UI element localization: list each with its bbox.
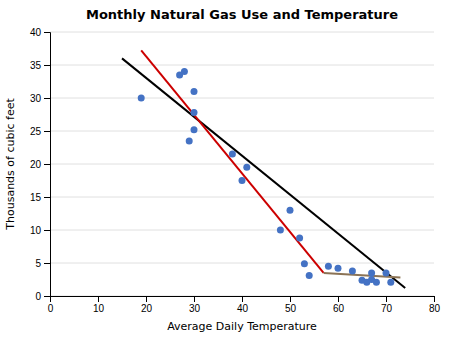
point bbox=[373, 279, 380, 286]
point bbox=[325, 263, 332, 270]
chart: 0 10 20 30 40 50 60 70 80 0 5 10 15 20 25 30 35 40 Monthly… bbox=[0, 0, 450, 338]
point bbox=[229, 151, 236, 158]
tick-label: 25 bbox=[30, 126, 42, 137]
tick: 40 bbox=[237, 296, 249, 314]
tick: 70 bbox=[381, 296, 393, 314]
tick: 80 bbox=[429, 296, 441, 314]
point bbox=[368, 269, 375, 276]
tick-mark bbox=[44, 98, 50, 99]
x-axis: 0 10 20 30 40 50 60 70 80 bbox=[48, 296, 441, 314]
grid-line bbox=[50, 164, 434, 165]
tick: 5 bbox=[35, 258, 50, 269]
point bbox=[191, 126, 198, 133]
point bbox=[306, 272, 313, 279]
tick-mark bbox=[44, 263, 50, 264]
point bbox=[296, 234, 303, 241]
point bbox=[243, 164, 250, 171]
tick-mark bbox=[338, 296, 339, 302]
tick: 40 bbox=[30, 27, 50, 38]
tick-mark bbox=[434, 296, 435, 302]
tick-label: 50 bbox=[285, 303, 297, 314]
tick-label: 5 bbox=[35, 258, 41, 269]
tick-label: 80 bbox=[429, 303, 441, 314]
line bbox=[122, 58, 405, 288]
axis-line bbox=[51, 297, 435, 303]
tick-mark bbox=[386, 296, 387, 302]
tick-label: 40 bbox=[30, 27, 42, 38]
point bbox=[383, 269, 390, 276]
tick-label: 30 bbox=[30, 93, 42, 104]
tick: 30 bbox=[189, 296, 201, 314]
tick: 30 bbox=[30, 93, 50, 104]
tick-mark bbox=[44, 65, 50, 66]
tick-mark bbox=[44, 197, 50, 198]
point bbox=[349, 267, 356, 274]
point bbox=[186, 137, 193, 144]
point bbox=[239, 177, 246, 184]
point bbox=[301, 260, 308, 267]
tick-mark bbox=[44, 230, 50, 231]
grid bbox=[50, 32, 434, 296]
tick-mark bbox=[44, 296, 50, 297]
tick-mark bbox=[194, 296, 195, 302]
tick: 35 bbox=[30, 60, 50, 71]
tick-mark bbox=[242, 296, 243, 302]
tick-mark bbox=[44, 32, 50, 33]
point bbox=[181, 68, 188, 75]
point bbox=[277, 227, 284, 234]
tick: 20 bbox=[141, 296, 153, 314]
tick-mark bbox=[146, 296, 147, 302]
point bbox=[287, 207, 294, 214]
line bbox=[141, 50, 323, 272]
axis-line bbox=[44, 33, 51, 297]
tick: 10 bbox=[93, 296, 105, 314]
tick-label: 10 bbox=[93, 303, 105, 314]
point bbox=[191, 109, 198, 116]
tick: 50 bbox=[285, 296, 297, 314]
tick: 20 bbox=[30, 159, 50, 170]
grid-line bbox=[50, 98, 434, 99]
tick-label: 30 bbox=[189, 303, 201, 314]
tick-label: 10 bbox=[30, 225, 42, 236]
marks bbox=[122, 50, 405, 288]
grid-line bbox=[50, 65, 434, 66]
plot: 0 10 20 30 40 50 60 70 80 0 5 10 15 20 25 30 35 40 bbox=[30, 27, 441, 314]
point bbox=[191, 88, 198, 95]
tick-label: 15 bbox=[30, 192, 42, 203]
tick: 25 bbox=[30, 126, 50, 137]
tick-label: 0 bbox=[48, 303, 54, 314]
tick-label: 20 bbox=[141, 303, 153, 314]
tick-label: 20 bbox=[30, 159, 42, 170]
tick-label: 60 bbox=[333, 303, 345, 314]
tick-mark bbox=[44, 164, 50, 165]
grid-line bbox=[50, 131, 434, 132]
grid-line bbox=[50, 32, 434, 33]
y-axis-title: Thousands of cubic feet bbox=[4, 98, 17, 231]
tick-label: 35 bbox=[30, 60, 42, 71]
y-axis: 0 5 10 15 20 25 30 35 40 bbox=[30, 27, 51, 302]
tick-mark bbox=[290, 296, 291, 302]
grid-line bbox=[50, 230, 434, 231]
tick-mark bbox=[98, 296, 99, 302]
tick: 0 bbox=[35, 291, 50, 302]
tick-label: 0 bbox=[35, 291, 41, 302]
tick-label: 70 bbox=[381, 303, 393, 314]
tick-label: 40 bbox=[237, 303, 249, 314]
tick: 10 bbox=[30, 225, 50, 236]
tick: 0 bbox=[48, 296, 54, 314]
grid-line bbox=[50, 263, 434, 264]
tick: 15 bbox=[30, 192, 50, 203]
tick-mark bbox=[44, 131, 50, 132]
x-axis-title: Average Daily Temperature bbox=[167, 320, 317, 333]
tick: 60 bbox=[333, 296, 345, 314]
point bbox=[335, 265, 342, 272]
grid-line bbox=[50, 197, 434, 198]
point bbox=[387, 279, 394, 286]
point bbox=[138, 95, 145, 102]
title: Monthly Natural Gas Use and Temperature bbox=[86, 7, 398, 22]
